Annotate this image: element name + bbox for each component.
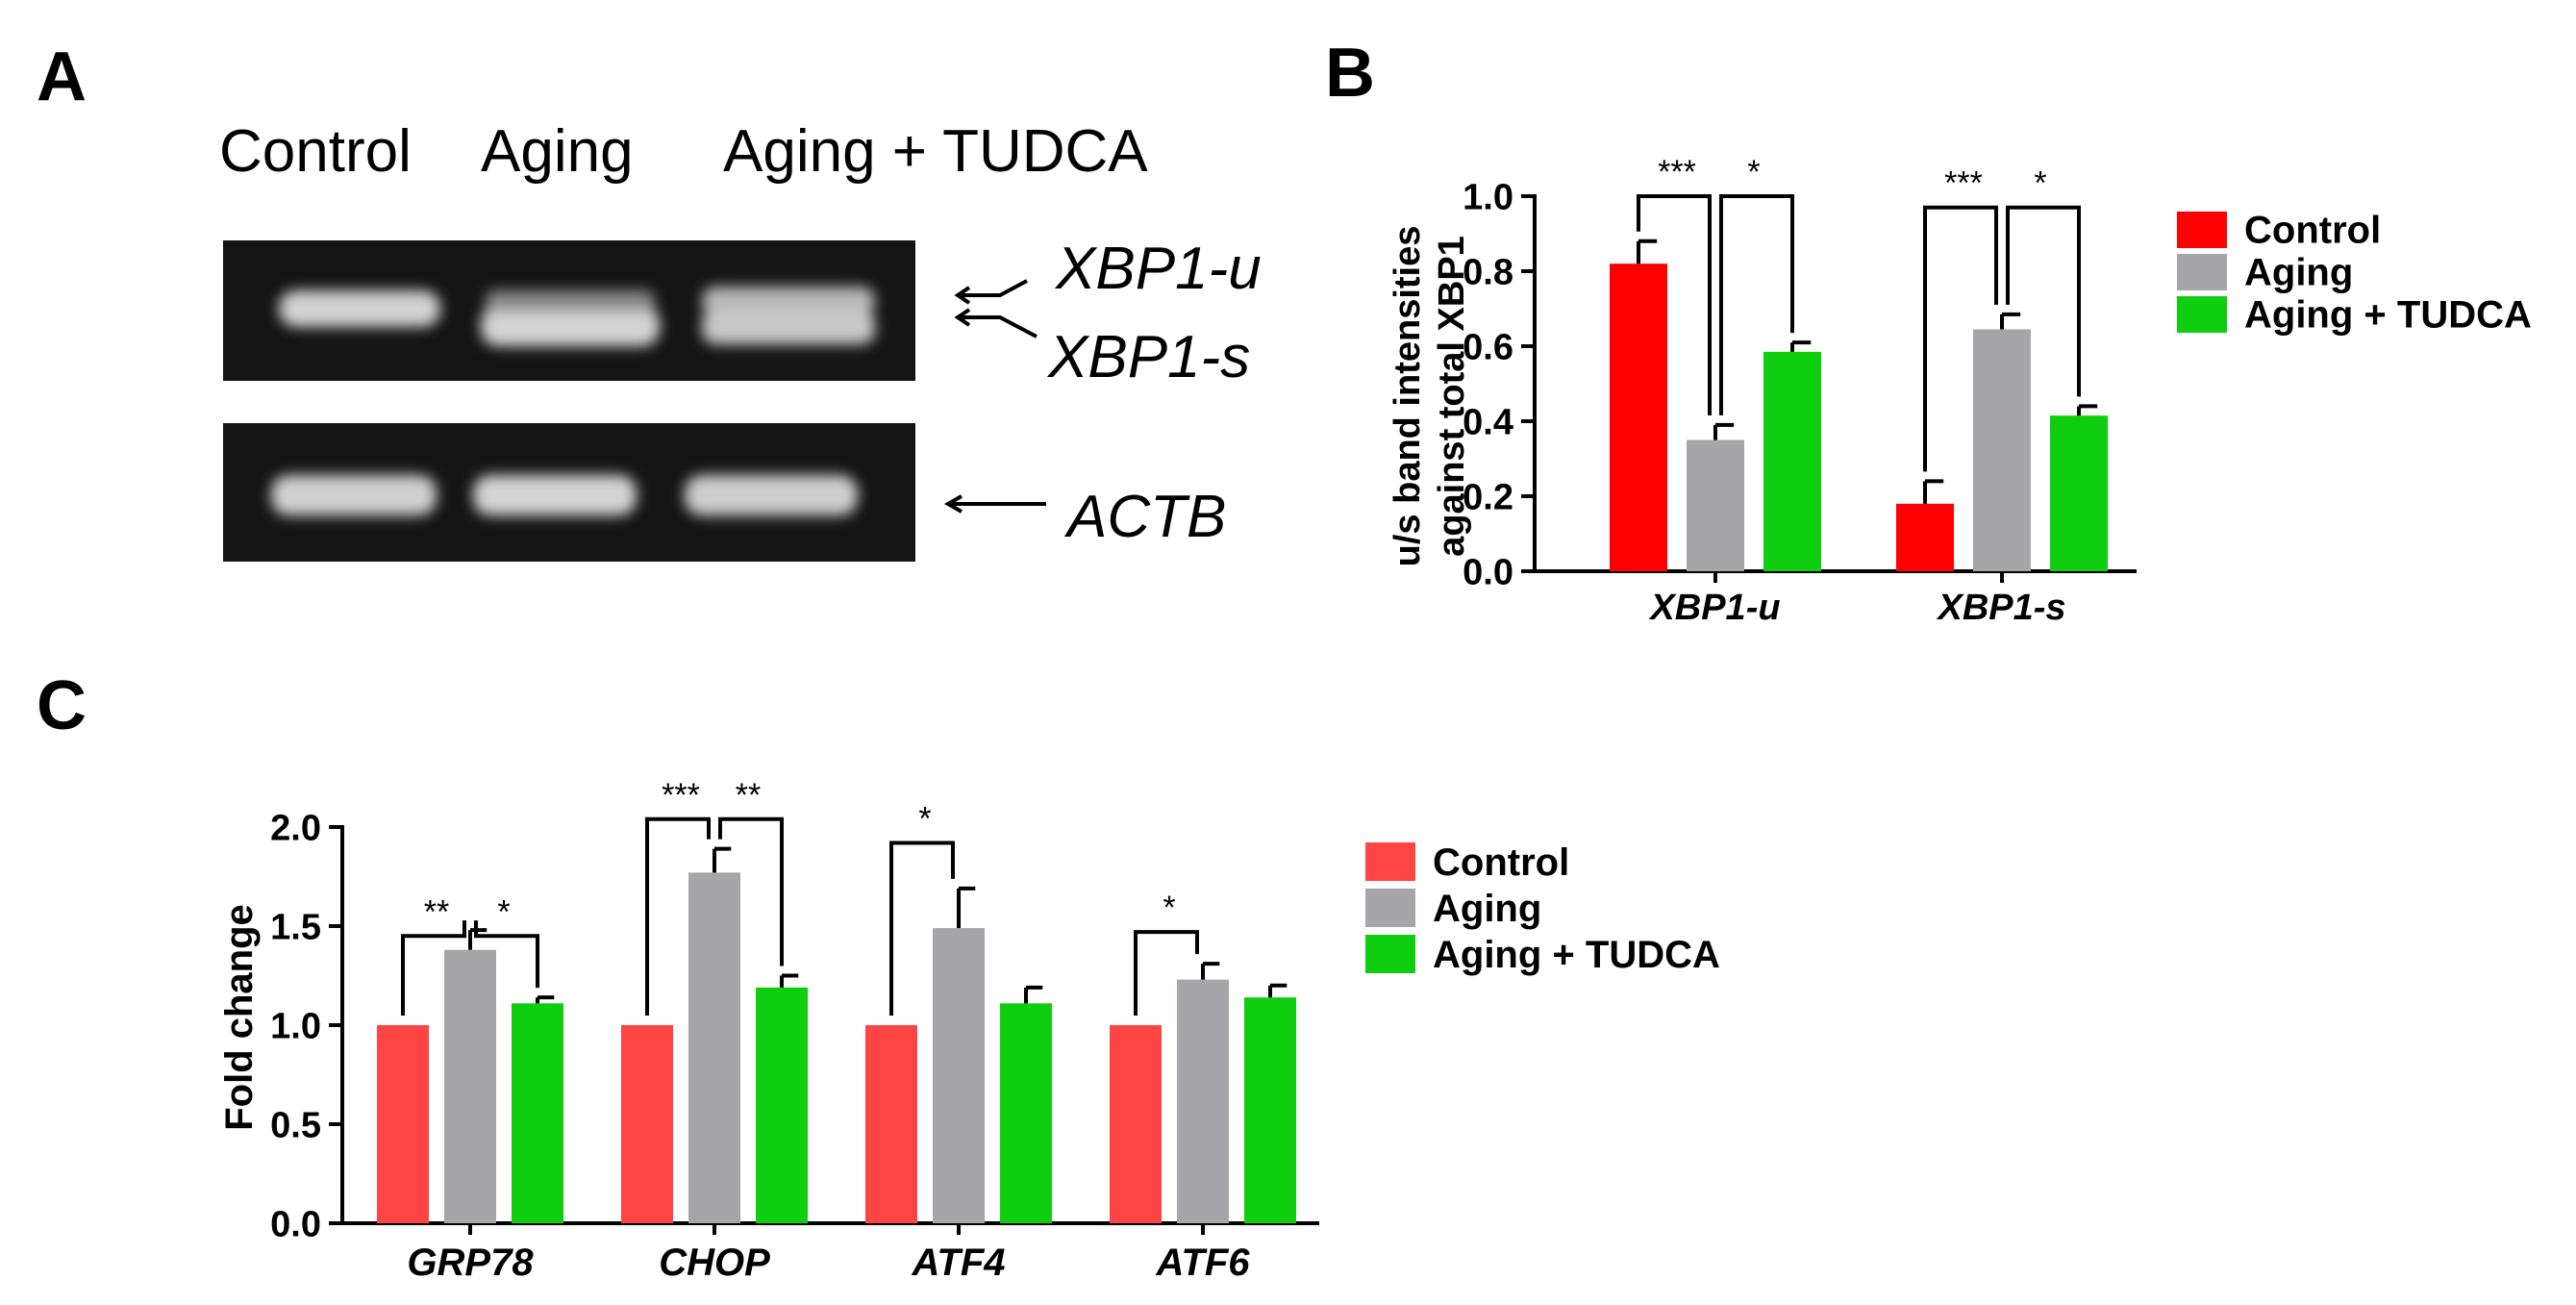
legend-swatch	[1365, 842, 1415, 881]
bar	[1610, 264, 1667, 571]
y-tick-label: 0.6	[1463, 328, 1513, 368]
label-xbp1-s: XBP1-s	[1046, 324, 1250, 390]
bar	[688, 872, 740, 1223]
significance-label: **	[424, 893, 449, 930]
lane-label-control: Control	[219, 118, 412, 185]
legend-label: Aging	[2244, 251, 2353, 293]
x-category-label: XBP1-s	[1936, 588, 2065, 628]
bar	[1110, 1025, 1162, 1223]
label-xbp1-u: XBP1-u	[1054, 236, 1262, 302]
y-tick-label: 0.0	[270, 1205, 321, 1245]
significance-bracket	[1637, 194, 1712, 415]
significance-bracket	[1923, 205, 1998, 472]
actb-arrow	[943, 494, 1046, 514]
x-category-label: XBP1-u	[1648, 588, 1780, 628]
y-tick-label: 0.4	[1463, 403, 1513, 443]
panel-b-letter: B	[1325, 35, 1375, 112]
x-category-label: CHOP	[659, 1242, 770, 1284]
significance-bracket	[401, 920, 466, 1016]
xbp1-arrows	[954, 279, 1038, 339]
significance-label: *	[1163, 890, 1175, 926]
bar	[1687, 439, 1744, 571]
significance-bracket	[2006, 205, 2081, 397]
bar	[1763, 351, 1821, 571]
legend-swatch	[1365, 889, 1415, 927]
bar	[512, 1003, 563, 1223]
panel-b-ylabel: u/s band intensities against total XBP1	[1388, 226, 1472, 567]
legend-swatch	[2177, 296, 2227, 333]
legend-swatch	[2177, 254, 2227, 290]
lane-label-aging-tudca: Aging + TUDCA	[723, 118, 1148, 185]
legend-label: Control	[2244, 209, 2381, 251]
band-aging-actb	[473, 475, 637, 515]
band-tudca-actb	[685, 475, 858, 515]
panel-a-letter: A	[37, 38, 87, 115]
band-aging-xbp1s	[481, 306, 660, 346]
band-control-xbp1u	[279, 290, 440, 327]
significance-label: *	[918, 800, 931, 837]
y-tick-label: 0.5	[270, 1106, 321, 1146]
significance-label: ***	[662, 777, 700, 814]
bar	[444, 949, 496, 1223]
significance-label: **	[736, 777, 761, 814]
y-tick-label: 1.0	[1463, 178, 1513, 218]
significance-label: *	[2034, 165, 2046, 202]
bar	[756, 987, 808, 1223]
bar	[377, 1025, 429, 1223]
bar	[1000, 1003, 1052, 1223]
panel-b-ylabel-line2: against total XBP1	[1432, 236, 1472, 557]
bar	[1244, 997, 1296, 1223]
significance-bracket	[1719, 194, 1794, 415]
band-tudca-xbp1s	[702, 310, 875, 344]
gel-actb-bands	[271, 475, 858, 515]
gel-xbp1-bands	[279, 287, 875, 346]
significance-label: *	[497, 893, 510, 930]
legend-label: Aging	[1433, 888, 1541, 930]
significance-bracket	[645, 816, 711, 1016]
bar	[621, 1025, 673, 1223]
legend-label: Aging + TUDCA	[1433, 934, 1720, 976]
bar	[1177, 979, 1229, 1223]
bar	[933, 928, 985, 1223]
y-tick-label: 0.2	[1463, 478, 1513, 518]
panel-c-ylabel-text: Fold change	[218, 904, 261, 1131]
panel-a: A Control Aging Aging + TUDCA	[37, 38, 1262, 562]
lane-label-aging: Aging	[481, 118, 634, 185]
panel-c-ylabel: Fold change	[218, 904, 261, 1131]
band-control-actb	[271, 475, 437, 515]
significance-label: *	[1747, 154, 1760, 190]
legend-swatch	[2177, 212, 2227, 248]
y-tick-label: 0.0	[1463, 553, 1513, 593]
panel-b-ylabel-line1: u/s band intensities	[1388, 226, 1428, 567]
y-tick-label: 1.5	[270, 908, 321, 948]
y-tick-label: 1.0	[270, 1007, 321, 1047]
bar	[2050, 415, 2108, 571]
bar	[1896, 503, 1954, 571]
legend-label: Aging + TUDCA	[2244, 293, 2532, 336]
significance-bracket	[474, 920, 539, 989]
y-tick-label: 0.8	[1463, 253, 1513, 293]
legend-swatch	[1365, 935, 1415, 973]
panel-c-letter: C	[37, 667, 87, 744]
y-tick-label: 2.0	[270, 809, 321, 849]
x-category-label: ATF4	[911, 1242, 1005, 1284]
label-actb: ACTB	[1063, 484, 1226, 550]
x-category-label: GRP78	[407, 1242, 534, 1284]
bar	[865, 1025, 917, 1223]
significance-bracket	[889, 841, 955, 1016]
significance-bracket	[1134, 930, 1199, 1016]
significance-label: ***	[1944, 165, 1983, 202]
bar	[1973, 329, 2031, 571]
band-tudca-xbp1u	[702, 287, 875, 315]
significance-bracket	[718, 816, 784, 966]
x-category-label: ATF6	[1155, 1242, 1250, 1284]
band-aging-xbp1u	[486, 290, 655, 312]
significance-label: ***	[1658, 154, 1696, 190]
legend-label: Control	[1433, 841, 1569, 884]
